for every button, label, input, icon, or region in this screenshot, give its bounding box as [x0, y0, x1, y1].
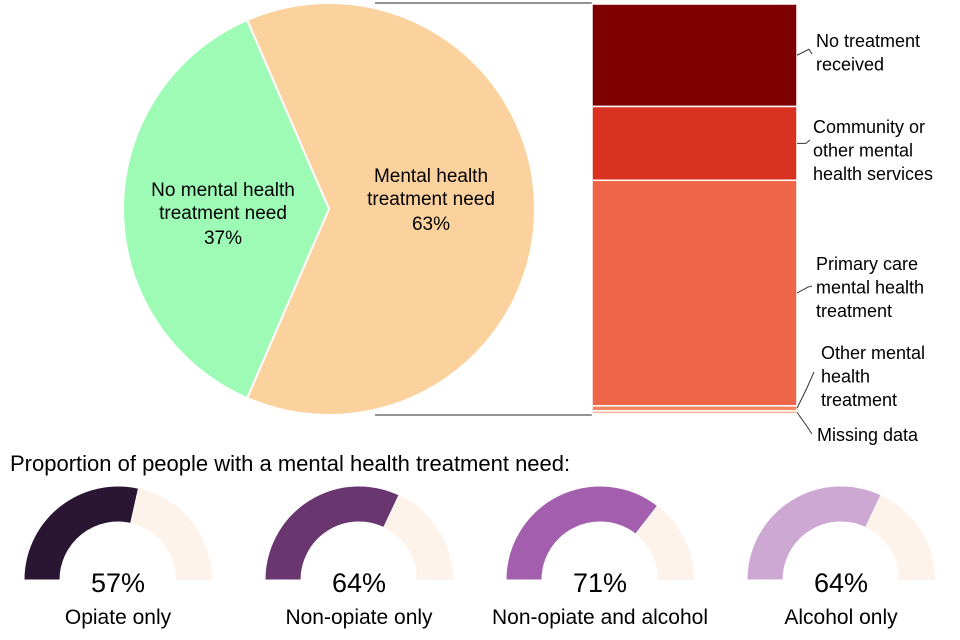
- bar-segment-4-leader: [796, 412, 813, 435]
- bar-segment-4: [591, 409, 798, 415]
- bar-segment-0-leader: [796, 48, 813, 56]
- pie-slice-0-label-line: treatment need: [159, 203, 287, 224]
- gauge-2-label: Non-opiate and alcohol: [492, 606, 708, 629]
- gauge-2-value: 71%: [573, 568, 627, 598]
- gauge-3-label: Alcohol only: [784, 606, 898, 629]
- pie-slice-0-label: No mental health treatment need: [151, 180, 295, 224]
- bar-segment-1: [591, 105, 798, 182]
- pie-slice-0-value: 37%: [204, 228, 242, 249]
- bar-segment-3-leader: [796, 371, 815, 409]
- gauge-section-title: Proportion of people with a mental healt…: [10, 451, 570, 476]
- bar-segment-2-label-line: Primary care: [816, 254, 918, 274]
- gauge-2-fill: [505, 485, 659, 581]
- bar-segment-2: [591, 179, 798, 407]
- pie-slice-1-label: Mental health treatment need: [367, 166, 495, 210]
- bar-segment-1-label-line: health services: [813, 164, 933, 184]
- gauge-0: 57% Opiate only: [23, 485, 212, 629]
- gauge-0-fill: [23, 485, 140, 581]
- bar-segment-0-label-line: No treatment: [816, 31, 920, 51]
- bar-segment-0-label: No treatment received: [816, 31, 920, 75]
- bar-segment-1-label: Community or other mental health services: [813, 117, 933, 184]
- gauge-3-value: 64%: [814, 568, 868, 598]
- gauge-row: 57% Opiate only 64% Non-opiate only 71% Non-o…: [23, 485, 935, 629]
- gauge-1-label: Non-opiate only: [285, 606, 433, 629]
- gauge-3-fill: [746, 485, 882, 581]
- bar-segment-2-label-line: treatment: [816, 301, 892, 321]
- bar-segment-4-label: Missing data: [817, 425, 919, 445]
- bar-segment-0: [591, 3, 798, 108]
- bar-segment-1-label-line: Community or: [813, 117, 925, 137]
- pie-chart: No mental health treatment need37%Mental …: [122, 2, 536, 416]
- bar-segment-1-label-line: other mental: [813, 141, 913, 161]
- pie-slice-0: [122, 18, 331, 400]
- bar-segment-0-label-line: received: [816, 55, 884, 75]
- bar-segment-4-label-line: Missing data: [817, 425, 919, 445]
- stacked-bar-chart: No treatment received Community or other me…: [591, 3, 933, 445]
- pie-to-bar-connectors: [375, 2, 592, 416]
- pie-slice-1-label-line: treatment need: [367, 189, 495, 210]
- pie-slice-0-label-line: No mental health: [151, 180, 295, 201]
- gauge-0-label: Opiate only: [65, 606, 172, 629]
- pie-slice-1: [245, 2, 536, 416]
- pie-slice-1-value: 63%: [412, 214, 450, 235]
- pie-slice-1-label-line: Mental health: [374, 166, 488, 187]
- bar-segment-2-label-line: mental health: [816, 278, 924, 298]
- bar-segment-1-leader: [797, 139, 811, 144]
- bar-segment-3-label-line: Other mental: [821, 343, 925, 363]
- gauge-0-value: 57%: [91, 568, 145, 598]
- gauge-1-fill: [264, 485, 400, 581]
- gauge-1-value: 64%: [332, 568, 386, 598]
- bar-segment-2-label: Primary care mental health treatment: [816, 254, 924, 321]
- bar-segment-3-label: Other mental health treatment: [821, 343, 925, 410]
- gauge-3: 64% Alcohol only: [746, 485, 935, 629]
- bar-segment-3-label-line: treatment: [821, 390, 897, 410]
- bar-segment-2-leader: [796, 285, 813, 294]
- gauge-2: 71% Non-opiate and alcohol: [492, 485, 708, 629]
- gauge-1: 64% Non-opiate only: [264, 485, 453, 629]
- bar-segment-3-label-line: health: [821, 367, 870, 387]
